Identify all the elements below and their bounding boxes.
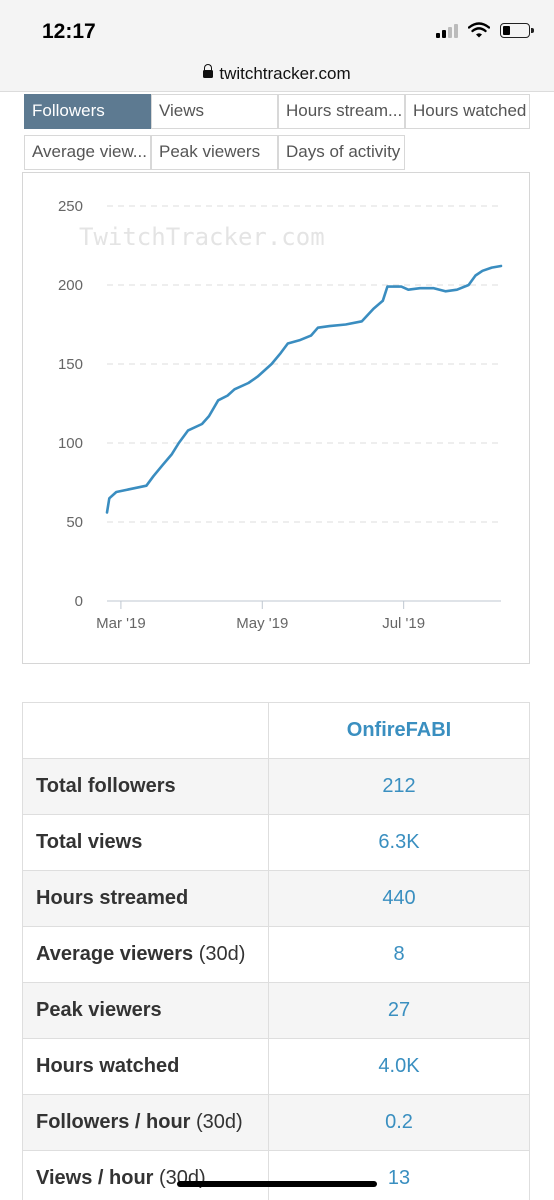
lock-icon <box>203 63 214 81</box>
stats-row: Peak viewers 27 <box>22 982 530 1039</box>
stat-label-text: Followers / hour <box>36 1111 191 1133</box>
x-tick-label: Mar '19 <box>96 615 146 632</box>
battery-icon <box>500 22 534 38</box>
stat-label: Followers / hour (30d) <box>22 1094 269 1151</box>
stat-label: Views / hour (30d) <box>22 1150 269 1200</box>
url-text: twitchtracker.com <box>219 63 351 83</box>
stat-label: Average viewers (30d) <box>22 926 269 983</box>
stat-value: 0.2 <box>268 1094 530 1151</box>
tab-hours-watched[interactable]: Hours watched <box>405 94 530 129</box>
stat-label-text: Total followers <box>36 775 176 797</box>
stat-label-text: Average viewers <box>36 943 194 965</box>
header-empty-cell <box>22 702 269 759</box>
tab-followers[interactable]: Followers <box>24 94 151 129</box>
tab-hours-streamed[interactable]: Hours stream... <box>278 94 405 129</box>
stat-value: 13 <box>268 1150 530 1200</box>
wifi-icon <box>468 22 490 38</box>
y-tick-label: 50 <box>66 514 83 531</box>
stat-label-suffix: (30d) <box>190 1111 243 1133</box>
stat-label: Hours streamed <box>22 870 269 927</box>
status-time: 12:17 <box>42 20 96 43</box>
stat-value: 27 <box>268 982 530 1039</box>
stats-row: Total followers 212 <box>22 758 530 815</box>
stat-label-text: Peak viewers <box>36 999 162 1021</box>
stat-label: Peak viewers <box>22 982 269 1039</box>
y-tick-label: 250 <box>58 198 83 215</box>
stat-label-text: Total views <box>36 831 143 853</box>
stat-label-text: Hours watched <box>36 1055 180 1077</box>
followers-series-line[interactable] <box>105 264 503 514</box>
x-tick-label: Jul '19 <box>382 615 425 632</box>
y-tick-label: 200 <box>58 277 83 294</box>
stats-row: Hours watched 4.0K <box>22 1038 530 1095</box>
y-tick-label: 100 <box>58 435 83 452</box>
chart-svg: TwitchTracker.com 0 50 100 150 200 250 Mar '19… <box>58 198 503 632</box>
stats-row: Hours streamed 440 <box>22 870 530 927</box>
stat-label-suffix: (30d) <box>193 943 246 965</box>
followers-chart: TwitchTracker.com 0 50 100 150 200 250 Mar '19… <box>22 172 530 664</box>
home-indicator[interactable] <box>177 1181 377 1187</box>
stat-value: 6.3K <box>268 814 530 871</box>
channel-name-header[interactable]: OnfireFABI <box>268 702 530 759</box>
status-icons <box>436 22 534 38</box>
stats-row: Views / hour (30d) 13 <box>22 1150 530 1200</box>
stat-value: 212 <box>268 758 530 815</box>
stat-label-text: Views / hour <box>36 1167 154 1189</box>
stat-label: Hours watched <box>22 1038 269 1095</box>
y-tick-label: 150 <box>58 356 83 373</box>
status-bar: 12:17 <box>0 0 554 56</box>
stat-label: Total followers <box>22 758 269 815</box>
tab-average-viewers[interactable]: Average view... <box>24 135 151 170</box>
tab-peak-viewers[interactable]: Peak viewers <box>151 135 278 170</box>
stats-header-row: OnfireFABI <box>22 702 530 759</box>
signal-icon <box>436 22 458 38</box>
stats-table: OnfireFABI Total followers 212 Total views… <box>22 702 530 1200</box>
stat-value: 8 <box>268 926 530 983</box>
tab-days-of-activity[interactable]: Days of activity <box>278 135 405 170</box>
stat-label: Total views <box>22 814 269 871</box>
y-tick-label: 0 <box>75 593 83 610</box>
stat-label-text: Hours streamed <box>36 887 189 909</box>
stats-row: Followers / hour (30d) 0.2 <box>22 1094 530 1151</box>
tab-views[interactable]: Views <box>151 94 278 129</box>
chart-watermark: TwitchTracker.com <box>79 223 325 251</box>
x-tick-label: May '19 <box>236 615 288 632</box>
stats-row: Total views 6.3K <box>22 814 530 871</box>
stats-row: Average viewers (30d) 8 <box>22 926 530 983</box>
stat-value: 4.0K <box>268 1038 530 1095</box>
stat-value: 440 <box>268 870 530 927</box>
url-bar[interactable]: twitchtracker.com <box>0 56 554 92</box>
